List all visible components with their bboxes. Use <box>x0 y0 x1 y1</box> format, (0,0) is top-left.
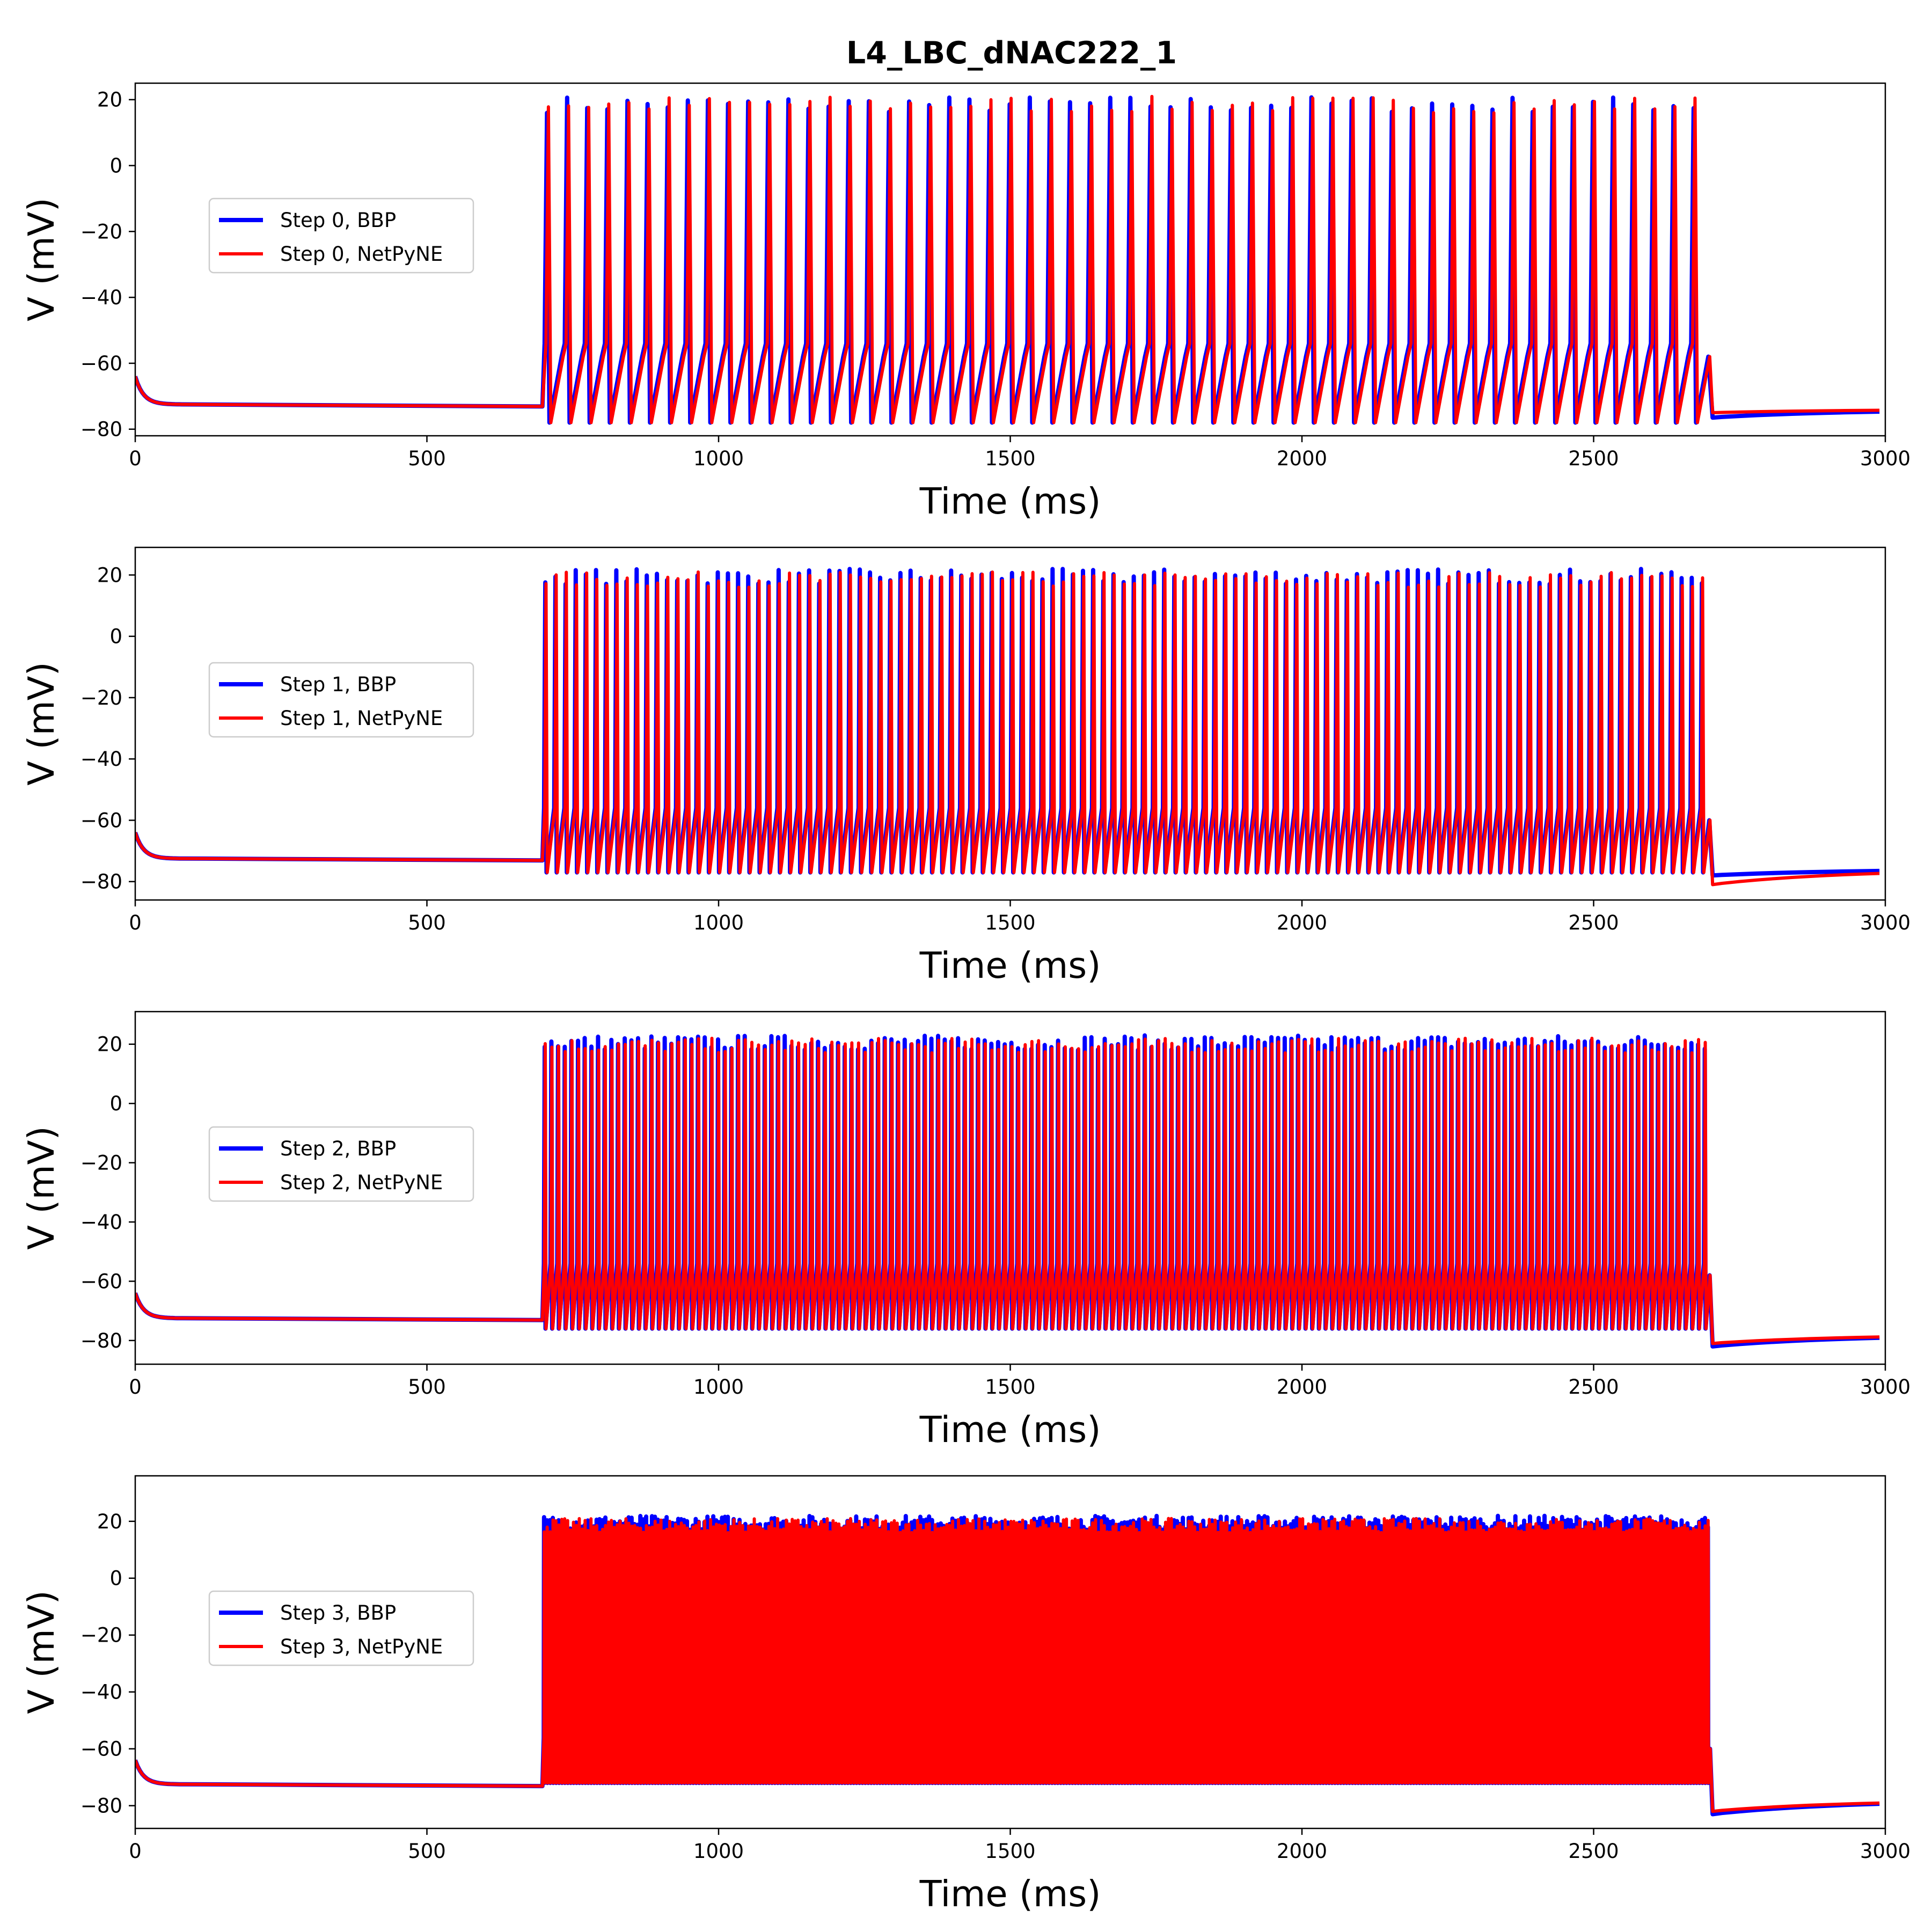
legend-label: Step 0, BBP <box>280 209 396 232</box>
x-tick-label: 500 <box>408 1375 446 1399</box>
panels: 0 500 1000 1500 2000 2500 3000−80−60−40−20020T… <box>20 82 1911 1915</box>
panel-0: 0 500 1000 1500 2000 2500 3000 −80 −60 −40 −20 0 20 T… <box>20 82 1911 522</box>
x-tick-label: 1500 <box>985 447 1035 470</box>
traces <box>135 94 1880 425</box>
figure-title: L4_LBC_dNAC222_1 <box>846 35 1177 71</box>
y-axis-label: V (mV) <box>20 1590 62 1714</box>
series-line-netpyne <box>135 94 1880 425</box>
legend-box <box>208 1126 474 1202</box>
series-line-netpyne <box>135 1517 1880 1813</box>
y-tick-label: −80 <box>80 1329 122 1352</box>
y-axis-label: V (mV) <box>20 662 62 786</box>
y-tick-label: −40 <box>80 286 122 309</box>
y-tick-label: −60 <box>80 1270 122 1293</box>
legend-box <box>208 1590 474 1666</box>
x-tick-label: 1500 <box>985 1375 1035 1399</box>
x-tick-label: 0 <box>129 911 142 934</box>
x-tick-label: 500 <box>408 447 446 470</box>
y-tick-label: 20 <box>97 564 122 587</box>
x-axis-label: Time (ms) <box>919 945 1101 986</box>
x-tick-label: 1000 <box>693 1840 744 1863</box>
panel-1: 0 500 1000 1500 2000 2500 3000 −80 −60 −40 −20 0 20 T… <box>20 546 1911 986</box>
x-tick-label: 3000 <box>1860 911 1911 934</box>
x-tick-label: 0 <box>129 1375 142 1399</box>
x-axis-label: Time (ms) <box>919 1409 1101 1451</box>
legend-label: Step 1, NetPyNE <box>280 707 443 730</box>
x-tick-label: 1000 <box>693 447 744 470</box>
x-tick-label: 2500 <box>1568 1840 1619 1863</box>
legend: Step 2, BBP Step 2, NetPyNE <box>208 1126 474 1202</box>
legend-label: Step 2, NetPyNE <box>280 1171 443 1194</box>
x-tick-label: 1500 <box>985 911 1035 934</box>
x-tick-label: 2000 <box>1277 447 1327 470</box>
x-tick-label: 1000 <box>693 1375 744 1399</box>
legend-label: Step 1, BBP <box>280 673 396 696</box>
x-axis-label: Time (ms) <box>919 1873 1101 1915</box>
x-tick-label: 0 <box>129 447 142 470</box>
legend-box <box>208 662 474 738</box>
x-tick-label: 2500 <box>1568 1375 1619 1399</box>
legend: Step 1, BBP Step 1, NetPyNE <box>208 662 474 738</box>
y-tick-label: −80 <box>80 1795 122 1818</box>
legend-box <box>208 197 474 274</box>
y-tick-label: −60 <box>80 352 122 375</box>
y-tick-label: 0 <box>109 1092 122 1115</box>
x-tick-label: 500 <box>408 1840 446 1863</box>
traces <box>135 567 1880 887</box>
panel-2: 0 500 1000 1500 2000 2500 3000 −80 −60 −40 −20 0 20 T… <box>20 1011 1911 1451</box>
y-tick-label: −20 <box>80 686 122 709</box>
x-tick-label: 2000 <box>1277 911 1327 934</box>
legend-label: Step 3, NetPyNE <box>280 1635 443 1658</box>
y-tick-label: −60 <box>80 809 122 832</box>
x-tick-label: 2000 <box>1277 1840 1327 1863</box>
x-tick-label: 3000 <box>1860 1375 1911 1399</box>
legend-label: Step 0, NetPyNE <box>280 243 443 266</box>
series-line-netpyne <box>135 570 1880 887</box>
x-tick-label: 0 <box>129 1840 142 1863</box>
legend: Step 3, BBP Step 3, NetPyNE <box>208 1590 474 1666</box>
legend: Step 0, BBP Step 0, NetPyNE <box>208 197 474 274</box>
x-tick-label: 1000 <box>693 911 744 934</box>
y-axis-label: V (mV) <box>20 197 62 321</box>
y-tick-label: 0 <box>109 155 122 178</box>
y-tick-label: −40 <box>80 1681 122 1704</box>
x-tick-label: 3000 <box>1860 1840 1911 1863</box>
y-tick-label: −80 <box>80 870 122 894</box>
y-axis-label: V (mV) <box>20 1126 62 1250</box>
series-line-netpyne <box>135 1036 1880 1345</box>
y-tick-label: 0 <box>109 625 122 648</box>
y-tick-label: 20 <box>97 1033 122 1056</box>
traces <box>135 1513 1880 1817</box>
x-tick-label: 2500 <box>1568 447 1619 470</box>
y-tick-label: −40 <box>80 748 122 771</box>
panel-3: 0 500 1000 1500 2000 2500 3000 −80 −60 −40 −20 0 20 T… <box>20 1475 1911 1915</box>
y-tick-label: −20 <box>80 1624 122 1647</box>
y-tick-label: −20 <box>80 1152 122 1175</box>
y-tick-label: 20 <box>97 1510 122 1533</box>
x-tick-label: 2500 <box>1568 911 1619 934</box>
y-tick-label: −80 <box>80 418 122 441</box>
y-tick-label: −60 <box>80 1738 122 1761</box>
x-tick-label: 1500 <box>985 1840 1035 1863</box>
x-tick-label: 500 <box>408 911 446 934</box>
y-tick-label: −20 <box>80 220 122 243</box>
y-tick-label: 0 <box>109 1567 122 1590</box>
x-axis-label: Time (ms) <box>919 480 1101 522</box>
x-tick-label: 2000 <box>1277 1375 1327 1399</box>
x-tick-label: 3000 <box>1860 447 1911 470</box>
legend-label: Step 2, BBP <box>280 1137 396 1160</box>
y-tick-label: 20 <box>97 89 122 112</box>
legend-label: Step 3, BBP <box>280 1601 396 1624</box>
y-tick-label: −40 <box>80 1211 122 1234</box>
traces <box>135 1033 1880 1349</box>
